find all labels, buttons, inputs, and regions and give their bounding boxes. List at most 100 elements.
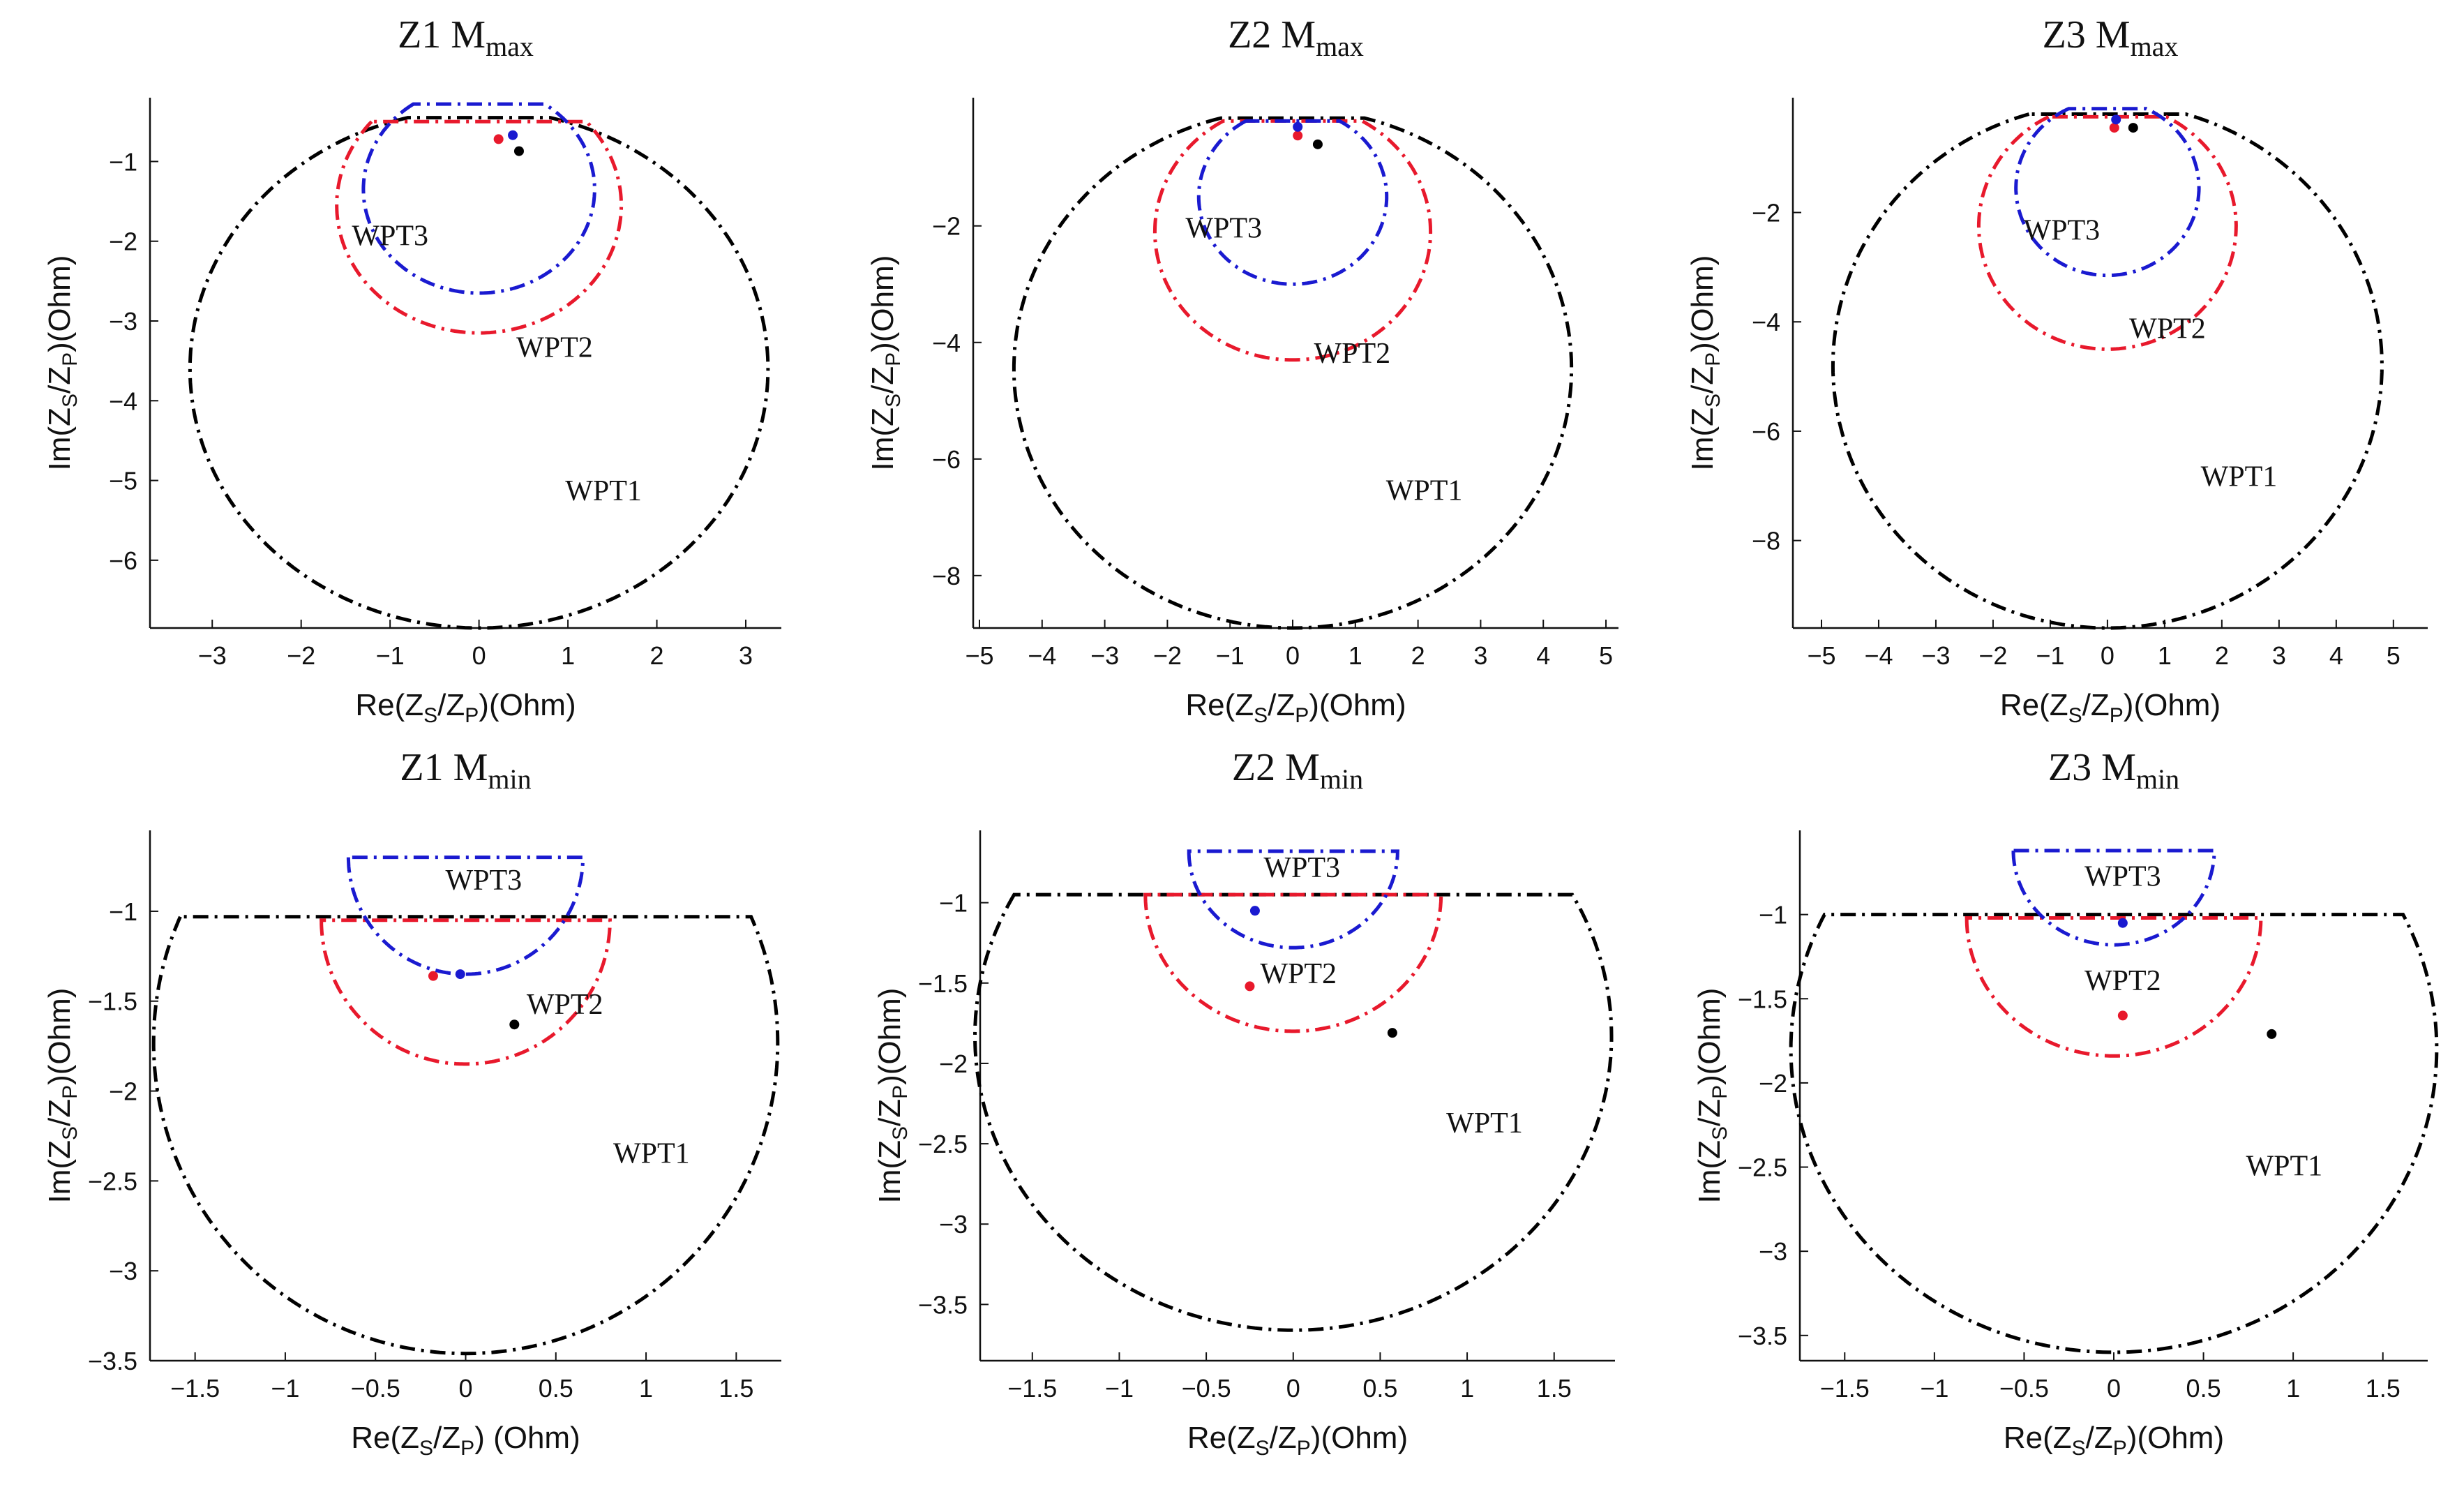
panel-title-sub: min [2136, 763, 2179, 795]
panel-title-sub: min [1320, 763, 1363, 795]
curve-wpt2 [1152, 119, 1433, 362]
series-label-wpt3: WPT3 [1263, 852, 1340, 884]
x-label-sub: P [2110, 704, 2124, 727]
x-label-sub: S [423, 704, 437, 727]
panel-3: −5 −4 −3 −2 −1 0 1 2 3 4 5−2−4−6−8Z3 MmaxRe(ZS/ZP)… [1685, 13, 2428, 727]
x-tick-label: 3 [739, 641, 753, 670]
x-label-part: )(Ohm) [479, 688, 576, 722]
y-label-part: Im(Z [1685, 408, 1720, 470]
series-label-wpt2: WPT2 [1260, 958, 1337, 990]
point-wpt2 [2117, 1010, 2128, 1021]
x-label-part: )(Ohm) [2124, 688, 2221, 722]
y-label-part: /Z [1692, 1099, 1727, 1126]
series-label-wpt1: WPT1 [2246, 1151, 2322, 1183]
y-tick-label: −3 [109, 1257, 137, 1285]
series-label-wpt1: WPT1 [2201, 461, 2278, 493]
x-tick-label: −1 [2036, 641, 2064, 670]
y-label-sub: S [889, 1126, 912, 1140]
curve-wpt1 [188, 116, 770, 630]
y-tick-label: −3.5 [1738, 1322, 1787, 1350]
point-wpt3 [455, 969, 465, 980]
y-label-part: )(Ohm) [43, 988, 77, 1085]
x-label-part: )(Ohm) [1311, 1421, 1408, 1455]
y-tick-label: −8 [1752, 527, 1780, 555]
x-axis-label: Re(ZS/ZP)(Ohm) [1187, 1421, 1408, 1460]
curve-wpt1 [1789, 913, 2439, 1354]
x-label-sub: P [2113, 1437, 2127, 1460]
series-label-wpt2: WPT2 [2084, 965, 2161, 997]
x-tick-label: −1 [1920, 1374, 1948, 1403]
panel-4: −1.5 −1 −0.5 0 0.5 1 1.5 −1 −1.5 −2 −2.5 −3 −3.5 Z1 M… [43, 746, 781, 1460]
x-axis-label: Re(ZS/ZP)(Ohm) [2004, 1421, 2224, 1460]
y-label-sub: S [59, 1126, 82, 1140]
x-tick-label: 4 [1536, 641, 1550, 670]
panel-title-main: Z1 M [398, 13, 486, 57]
y-tick-label: −2.5 [918, 1130, 968, 1158]
point-wpt2 [2109, 123, 2119, 133]
x-label-part: /Z [1268, 688, 1295, 722]
x-label-sub: S [1256, 1437, 1270, 1460]
x-tick-label: −0.5 [1182, 1374, 1231, 1403]
x-axis-label: Re(ZS/ZP)(Ohm) [2000, 688, 2221, 727]
x-label-part: Re(Z [2000, 688, 2068, 722]
point-wpt3 [1293, 121, 1303, 132]
panel-2: −5 −4 −3 −2 −1 0 1 2 3 4 5−2−4−6−8Z2 MmaxRe(ZS/ZP)… [866, 13, 1618, 727]
y-axis-label: Im(ZS/ZP)(Ohm) [43, 988, 82, 1204]
x-tick-label: −1 [376, 641, 405, 670]
y-label-part: Im(Z [866, 408, 900, 470]
x-tick-label: −3 [1921, 641, 1950, 670]
curve-wpt2 [1965, 916, 2263, 1058]
series-label-wpt3: WPT3 [1185, 212, 1262, 244]
y-label-sub: P [59, 352, 82, 366]
point-wpt1 [1387, 1028, 1397, 1038]
point-wpt2 [428, 971, 438, 981]
y-axis-label: Im(ZS/ZP)(Ohm) [873, 988, 912, 1204]
y-tick-label: −3.5 [918, 1290, 968, 1319]
y-tick-label: −1.5 [918, 969, 968, 998]
panel-title-sub: max [486, 31, 534, 62]
y-tick-label: −5 [109, 467, 137, 495]
point-wpt1 [509, 1019, 520, 1030]
x-tick-label: 4 [2329, 641, 2343, 670]
x-label-sub: P [460, 1437, 474, 1460]
y-tick-label: −1.5 [88, 987, 137, 1016]
x-tick-label: 1 [1349, 641, 1362, 670]
x-tick-label: 1 [2158, 641, 2172, 670]
panel-title: Z3 Mmin [2048, 746, 2179, 795]
panel-title-main: Z1 M [400, 746, 488, 789]
y-label-part: /Z [873, 1099, 907, 1126]
panel-1: −3 −2 −1 0 1 2 3−1−2−3−4−5−6Z1 MmaxRe(ZS/ZP)(O… [43, 13, 781, 727]
y-tick-label: −8 [932, 562, 961, 590]
curve-wpt2 [335, 119, 624, 335]
y-label-part: )(Ohm) [1692, 988, 1727, 1085]
panel-title-main: Z3 M [2043, 13, 2131, 57]
x-tick-label: 0 [472, 641, 486, 670]
x-label-sub: P [1295, 704, 1309, 727]
y-label-sub: P [1708, 1085, 1731, 1099]
y-tick-label: −2.5 [1738, 1153, 1787, 1182]
x-tick-label: 2 [2215, 641, 2229, 670]
panel-title-sub: max [2131, 31, 2179, 62]
panel-title-main: Z2 M [1232, 746, 1320, 789]
x-tick-label: −4 [1864, 641, 1893, 670]
y-label-sub: P [59, 1085, 82, 1099]
curve-wpt1 [1012, 116, 1574, 630]
x-label-part: )(Ohm) [1309, 688, 1406, 722]
panel-title-sub: min [488, 763, 531, 795]
x-tick-label: 1.5 [2366, 1374, 2401, 1403]
y-label-part: )(Ohm) [1685, 255, 1720, 352]
y-tick-label: −2 [1759, 1069, 1787, 1098]
y-tick-label: −6 [1752, 417, 1780, 446]
x-label-sub: S [419, 1437, 433, 1460]
x-tick-label: −2 [287, 641, 315, 670]
y-label-sub: S [1708, 1126, 1731, 1140]
x-tick-label: −1.5 [170, 1374, 220, 1403]
x-tick-label: 0 [458, 1374, 472, 1403]
x-tick-label: 0.5 [1362, 1374, 1397, 1403]
series-label-wpt1: WPT1 [1446, 1107, 1523, 1139]
x-tick-label: 0 [1286, 1374, 1300, 1403]
x-axis-label: Re(ZS/ZP) (Ohm) [351, 1421, 580, 1460]
y-label-part: Im(Z [873, 1140, 907, 1203]
x-tick-label: −5 [1807, 641, 1835, 670]
y-tick-label: −6 [109, 546, 137, 575]
